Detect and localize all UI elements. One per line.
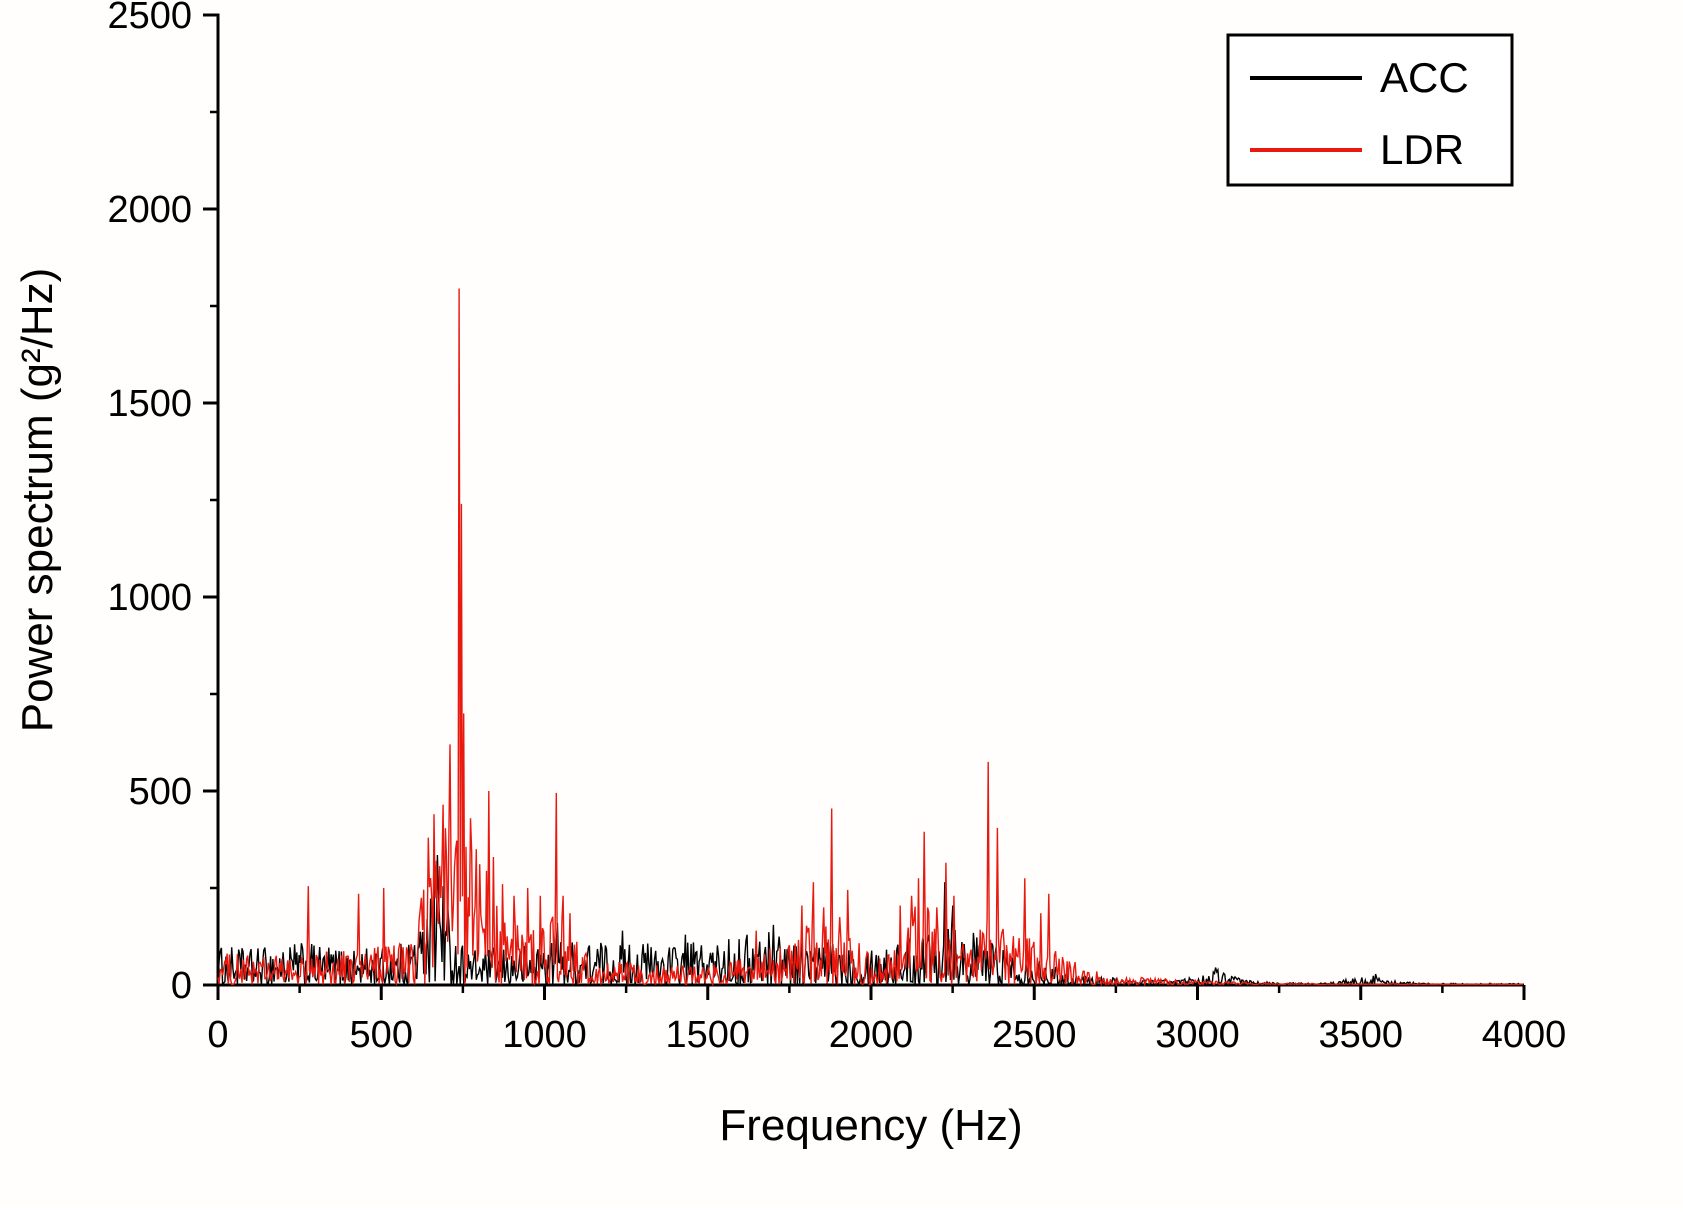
y-tick-label: 1500 xyxy=(107,383,192,425)
y-tick-label: 2000 xyxy=(107,189,192,231)
acc-series-line xyxy=(217,854,1524,988)
x-tick-label: 0 xyxy=(207,1014,228,1056)
legend-label-ldr: LDR xyxy=(1380,126,1464,173)
legend: ACC LDR xyxy=(1226,33,1514,187)
chart-generated-layer: 0 500 1000 1500 2000 2500 3000 3500 4000 0 500 1000… xyxy=(107,0,1566,1056)
ldr-series-line xyxy=(217,288,1524,988)
y-tick-label: 500 xyxy=(129,771,192,813)
x-tick-label: 3000 xyxy=(1155,1014,1240,1056)
x-tick-label: 2500 xyxy=(992,1014,1077,1056)
y-tick-label: 1000 xyxy=(107,577,192,619)
y-tick-label: 0 xyxy=(171,965,192,1007)
x-tick-label: 500 xyxy=(350,1014,413,1056)
y-axis-title: Power spectrum (g²/Hz) xyxy=(13,268,62,733)
legend-box xyxy=(1226,33,1514,187)
x-tick-label: 3500 xyxy=(1318,1014,1403,1056)
legend-label-acc: ACC xyxy=(1380,54,1469,101)
x-tick-label: 1000 xyxy=(502,1014,587,1056)
x-axis-title: Frequency (Hz) xyxy=(719,1101,1022,1150)
x-tick-label: 4000 xyxy=(1482,1014,1567,1056)
x-tick-label: 2000 xyxy=(829,1014,914,1056)
x-tick-label: 1500 xyxy=(665,1014,750,1056)
y-tick-label: 2500 xyxy=(107,0,192,37)
